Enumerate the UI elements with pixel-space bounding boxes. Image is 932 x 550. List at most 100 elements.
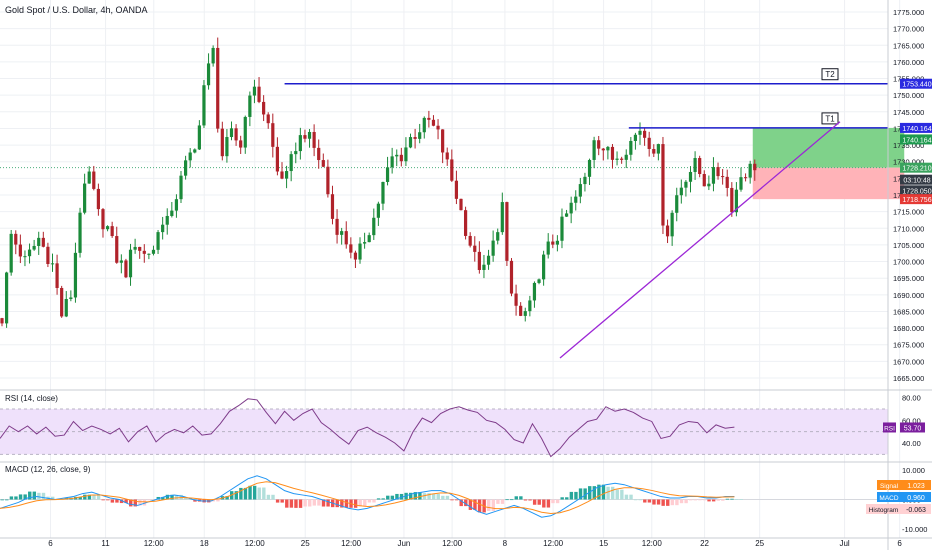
candle-body	[92, 171, 96, 189]
histogram-bar	[684, 499, 688, 504]
candle-body	[243, 116, 247, 148]
histogram-bar	[344, 499, 349, 508]
candle-body	[606, 146, 610, 151]
candle-body	[353, 252, 358, 260]
histogram-bar	[592, 486, 597, 500]
candle-body	[142, 250, 146, 254]
histogram-bar	[468, 499, 473, 510]
histogram-bar	[326, 499, 330, 507]
histogram-bar	[620, 489, 624, 500]
macd-legend-name: Histogram	[869, 507, 899, 514]
candle-body	[688, 171, 693, 182]
candle-body	[597, 140, 601, 149]
candle-body	[41, 237, 45, 247]
position-zones	[0, 127, 905, 200]
candle-body	[363, 242, 367, 244]
candle-body	[707, 183, 711, 187]
histogram-bar	[496, 499, 500, 504]
histogram-bar	[491, 499, 496, 511]
stop-zone	[752, 167, 905, 200]
histogram-bar	[23, 494, 27, 500]
price-tick-label: 1745.000	[893, 108, 924, 117]
price-tag-label: 1728.050	[902, 188, 931, 195]
candle-body	[624, 154, 628, 160]
candle-body	[698, 158, 702, 175]
histogram-bar	[542, 499, 546, 508]
price-tag	[900, 162, 932, 173]
candle-body	[372, 217, 376, 236]
candle-body	[307, 131, 312, 139]
histogram-bar	[367, 499, 372, 503]
candle-body	[32, 245, 36, 250]
candle-body	[197, 125, 201, 150]
candle-body	[721, 176, 725, 178]
candle-body	[441, 129, 445, 153]
candle-body	[271, 123, 275, 147]
candle-body	[431, 119, 436, 126]
histogram-bar	[615, 489, 619, 500]
candle-body	[491, 240, 495, 256]
candle-body	[184, 160, 188, 176]
histogram-bar	[441, 495, 445, 500]
trend-line	[559, 121, 841, 359]
price-tick-label: 1685.000	[893, 307, 924, 316]
candle-body	[151, 249, 156, 254]
histogram-bar	[372, 499, 376, 503]
rsi-value-tag	[900, 422, 925, 433]
histogram-bar	[395, 493, 399, 500]
macd-tick-label: -10.000	[902, 525, 927, 534]
time-tick-label: 12:00	[543, 539, 564, 548]
candle-body	[78, 212, 82, 253]
histogram-bar	[363, 499, 367, 507]
candle-body	[202, 85, 206, 126]
candle-body	[555, 240, 559, 245]
macd-legend-value-tag	[901, 504, 931, 514]
candle-body	[661, 144, 665, 226]
price-tick-label: 1715.000	[893, 208, 924, 217]
candle-body	[262, 101, 266, 115]
price-tick-label: 1700.000	[893, 258, 924, 267]
histogram-bar	[436, 493, 440, 500]
candle-body	[610, 146, 615, 160]
rsi-value-text: 53.70	[904, 425, 922, 432]
macd-legend-name-tag	[866, 504, 901, 514]
candle-body	[275, 146, 279, 172]
time-tick-label: 18	[200, 539, 209, 548]
candle-body	[376, 203, 380, 218]
histogram-bar	[381, 498, 385, 500]
candle-body	[174, 199, 179, 211]
histogram-bar	[353, 499, 358, 508]
price-tick-label: 1750.000	[893, 91, 924, 100]
histogram-bar	[399, 493, 404, 500]
histogram-bar	[257, 487, 261, 500]
candle-body	[64, 299, 68, 317]
histogram-bar	[252, 485, 257, 500]
candle-body	[505, 202, 509, 261]
histogram-bar	[629, 494, 633, 500]
candle-body	[730, 187, 734, 213]
price-tag-label: 1740.164	[902, 137, 931, 144]
candle-body	[496, 232, 500, 241]
candle-body	[753, 163, 757, 171]
histogram-bar	[464, 499, 468, 507]
macd-legend-value-tag	[901, 480, 931, 490]
histogram-bar	[679, 499, 684, 504]
candle-body	[18, 244, 22, 257]
candle-body	[638, 130, 642, 135]
histogram-bar	[312, 499, 317, 506]
candle-body	[206, 63, 211, 86]
time-tick-label: 12:00	[442, 539, 463, 548]
candle-body	[340, 231, 344, 235]
macd-plot	[0, 475, 888, 518]
candle-body	[482, 264, 486, 270]
time-tick-label: Jun	[397, 539, 410, 548]
macd-panel-title: MACD (12, 26, close, 9)	[5, 465, 91, 474]
histogram-bar	[431, 493, 436, 500]
price-tag	[900, 134, 932, 145]
panel-titles: Gold Spot / U.S. Dollar, 4h, OANDA RSI (…	[5, 5, 148, 474]
candle-body	[367, 235, 371, 243]
candle-body	[87, 171, 91, 184]
histogram-bar	[5, 499, 9, 501]
